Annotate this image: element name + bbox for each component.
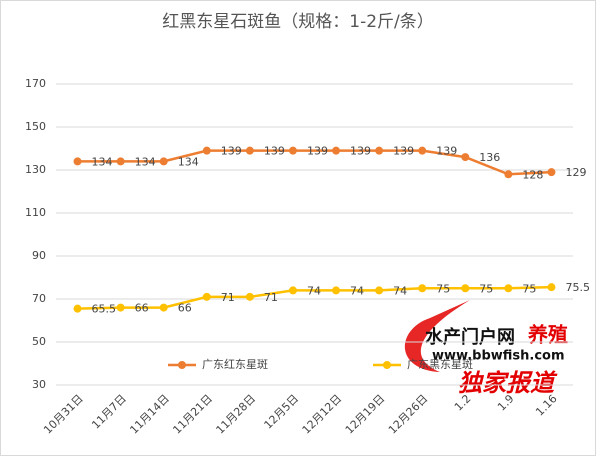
data-label: 136 (479, 151, 500, 164)
data-label: 139 (221, 145, 242, 158)
watermark-text: 水产门户网 (425, 326, 515, 348)
data-point (547, 168, 556, 177)
data-point (245, 292, 254, 301)
watermark-text: 养殖 (527, 323, 568, 347)
data-point (461, 153, 470, 162)
data-point (332, 146, 341, 155)
data-point (73, 304, 82, 313)
chart-frame (0, 0, 596, 456)
data-label: 65.5 (92, 303, 117, 316)
watermark-text: www.bbwfish.com (432, 349, 565, 364)
y-tick-label: 30 (32, 378, 46, 391)
data-point (418, 284, 427, 293)
data-point (418, 146, 427, 155)
data-label: 75 (522, 282, 536, 295)
series-line (77, 285, 552, 310)
data-label: 74 (307, 284, 321, 297)
data-point (332, 286, 341, 295)
data-point (73, 157, 82, 166)
data-point (202, 146, 211, 155)
chart-title: 红黑东星石斑鱼（规格：1-2斤/条） (162, 12, 434, 32)
data-point (159, 157, 168, 166)
legend-label: 广东红东星斑 (202, 358, 268, 371)
data-point (547, 283, 556, 292)
y-tick-label: 110 (25, 206, 46, 219)
y-tick-label: 50 (32, 335, 46, 348)
data-point (504, 170, 513, 179)
data-point (375, 146, 384, 155)
y-tick-label: 170 (25, 77, 46, 90)
data-point (159, 303, 168, 312)
data-point (461, 284, 470, 293)
data-label: 134 (92, 155, 113, 168)
watermark-swoosh (404, 300, 470, 372)
data-label: 134 (178, 155, 199, 168)
y-tick-label: 150 (25, 120, 46, 133)
data-label: 139 (436, 145, 457, 158)
data-label: 139 (393, 145, 414, 158)
data-label: 71 (264, 291, 278, 304)
data-label: 134 (135, 155, 156, 168)
data-point (116, 303, 125, 312)
data-label: 75 (479, 282, 493, 295)
y-tick-label: 70 (32, 292, 46, 305)
y-tick-label: 90 (32, 249, 46, 262)
series-line (77, 149, 552, 176)
legend-marker (383, 361, 391, 369)
data-label: 75 (436, 282, 450, 295)
data-point (504, 284, 513, 293)
data-label: 66 (178, 302, 192, 315)
data-label: 66 (135, 302, 149, 315)
legend-label: 广东黑东星斑 (407, 358, 473, 371)
data-point (202, 292, 211, 301)
data-point (288, 286, 297, 295)
data-label: 129 (565, 166, 586, 179)
data-label: 74 (393, 284, 407, 297)
data-label: 139 (264, 145, 285, 158)
data-point (245, 146, 254, 155)
data-label: 74 (350, 284, 364, 297)
data-point (288, 146, 297, 155)
data-label: 75.5 (565, 281, 590, 294)
data-point (116, 157, 125, 166)
data-label: 71 (221, 291, 235, 304)
data-label: 139 (307, 145, 328, 158)
data-point (375, 286, 384, 295)
watermark-text: 独家报道 (458, 369, 558, 397)
watermark: 水产门户网 养殖 www.bbwfish.com 独家报道 (404, 300, 568, 397)
y-tick-label: 130 (25, 163, 46, 176)
data-label: 139 (350, 145, 371, 158)
data-label: 128 (522, 168, 543, 181)
legend-marker (178, 361, 186, 369)
